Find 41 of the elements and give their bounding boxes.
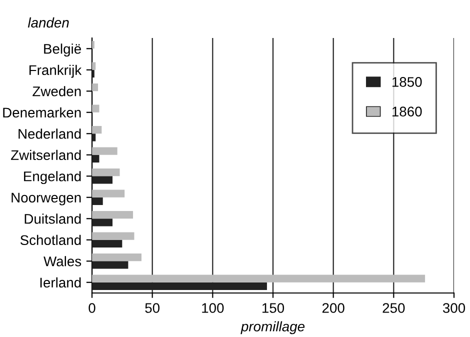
bar: [92, 126, 102, 134]
x-tick-label: 300: [442, 303, 466, 313]
y-tick-label: Duitsland: [24, 214, 81, 224]
bar: [92, 147, 118, 155]
y-axis-title: landen: [28, 17, 69, 28]
bar: [92, 232, 134, 240]
y-tick-label: Zweden: [32, 86, 81, 96]
y-tick-label: Schotland: [20, 234, 81, 246]
bar: [92, 168, 120, 176]
bar: [92, 104, 100, 112]
y-tick-label: Noorwegen: [12, 192, 81, 206]
bar: [92, 134, 96, 142]
y-tick-label: Nederland: [18, 128, 81, 139]
x-tick-label: 150: [262, 303, 284, 313]
legend-label: 1860: [392, 106, 422, 116]
x-axis-title: promillage: [240, 321, 305, 334]
y-tick-label: België: [44, 44, 81, 57]
bar: [92, 218, 113, 226]
x-tick-label: 200: [322, 303, 344, 313]
x-tick-label: 0: [88, 303, 96, 313]
bar: [92, 240, 122, 248]
y-tick-label: Wales: [44, 256, 82, 266]
x-tick-label: 250: [382, 303, 405, 313]
y-tick-label: Zwitserland: [11, 150, 81, 160]
bar: [92, 253, 142, 262]
y-tick-label: Engeland: [24, 171, 81, 184]
x-tick-label: 100: [202, 303, 224, 313]
bar: [92, 62, 96, 70]
y-tick-label: Frankrijk: [29, 64, 82, 78]
bar: [92, 274, 426, 282]
x-tick-label: 50: [145, 303, 160, 313]
bar: [92, 197, 103, 206]
legend-label: 1850: [392, 77, 422, 87]
bar: [92, 210, 134, 219]
bar: [92, 190, 125, 198]
y-tick-label: Ierland: [40, 277, 81, 288]
bar: [92, 83, 98, 92]
bar: [92, 261, 128, 269]
bar: [92, 154, 100, 163]
bar: [92, 176, 113, 184]
y-tick-label: Denemarken: [3, 107, 81, 118]
